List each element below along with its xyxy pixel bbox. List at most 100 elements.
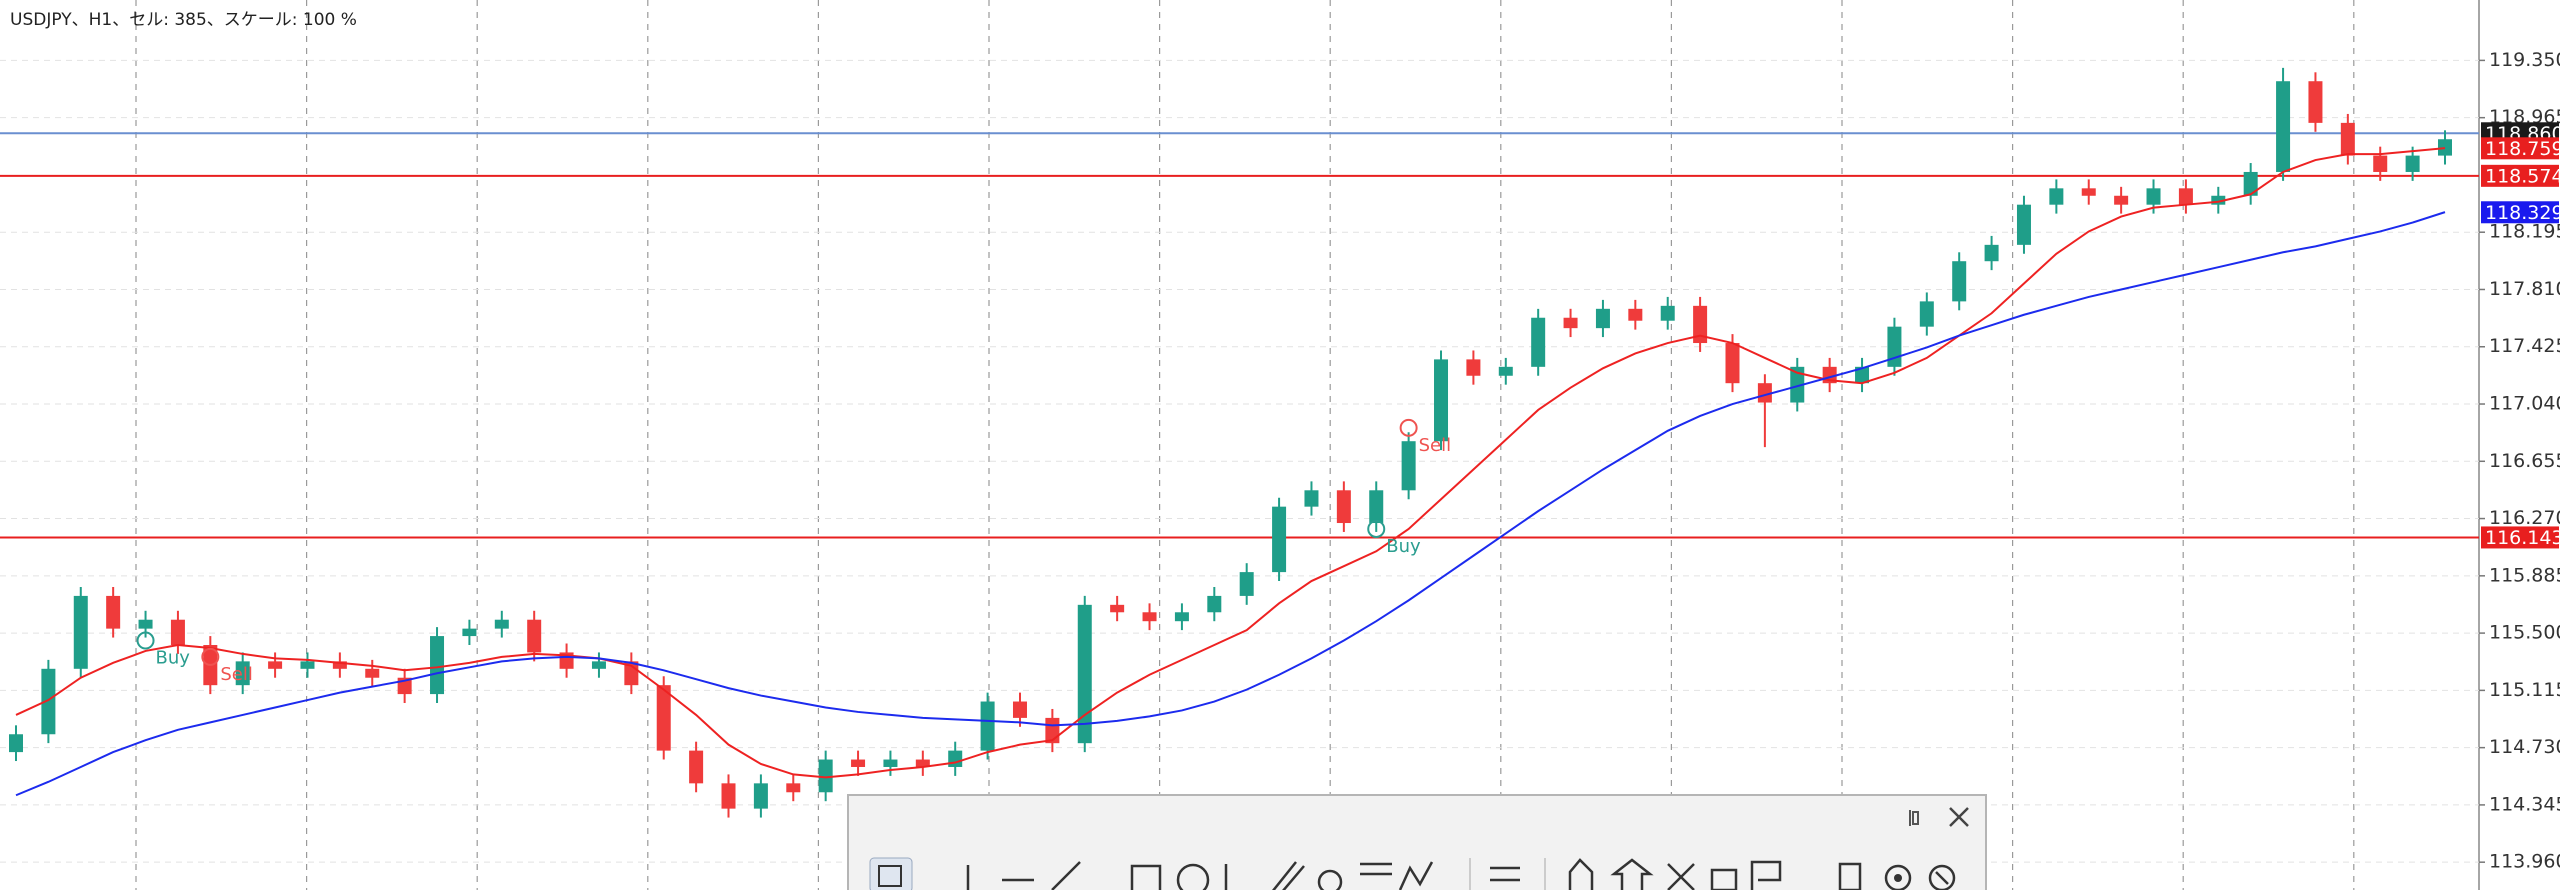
candle-body xyxy=(527,619,542,653)
y-tick-label: 116.270 xyxy=(2489,507,2560,529)
level-label: 118.329 xyxy=(2485,202,2560,224)
candle-body xyxy=(2178,188,2193,205)
candle-body xyxy=(1369,490,1384,524)
candle-body xyxy=(332,661,347,669)
candle-body xyxy=(462,628,477,637)
candle-body xyxy=(1531,317,1546,367)
candle-body xyxy=(1174,612,1189,622)
candle-body xyxy=(2081,188,2096,196)
y-tick-label: 119.350 xyxy=(2489,49,2560,71)
candle-body xyxy=(1239,572,1254,596)
candle-body xyxy=(1628,308,1643,321)
candle-body xyxy=(1466,359,1481,376)
drawing-toolbar xyxy=(847,794,1987,890)
candle-body xyxy=(365,668,380,678)
trade-label: Buy xyxy=(156,648,191,669)
tool-triangle[interactable] xyxy=(1224,864,1256,890)
y-tick-label: 114.345 xyxy=(2489,793,2560,815)
candle-body xyxy=(300,661,315,669)
candle-body xyxy=(430,636,445,695)
candle-body xyxy=(1498,366,1513,376)
tool-channel xyxy=(1282,865,1305,890)
tool-arrow-up[interactable] xyxy=(1610,858,1654,890)
tool-delete xyxy=(1935,871,1949,885)
candle-body xyxy=(268,661,283,669)
candle-body xyxy=(2405,155,2420,172)
y-tick-label: 114.730 xyxy=(2489,736,2560,758)
candle-body xyxy=(591,661,606,669)
tool-channel[interactable] xyxy=(1271,861,1297,890)
tool-trendline[interactable] xyxy=(1051,861,1081,890)
candle-body xyxy=(1757,383,1772,403)
candle-body xyxy=(2016,204,2031,245)
trade-marker xyxy=(201,647,220,666)
candle-body xyxy=(948,750,963,767)
candle-body xyxy=(1272,506,1287,573)
candle-body xyxy=(1855,366,1870,384)
candle-body xyxy=(1336,490,1351,524)
trade-marker xyxy=(1367,519,1386,538)
trade-marker xyxy=(136,631,155,650)
dock-icon xyxy=(1912,811,1919,825)
candle-body xyxy=(494,619,509,629)
tool-rectangle[interactable] xyxy=(1130,864,1162,890)
y-tick-label: 117.040 xyxy=(2489,393,2560,415)
candle-body xyxy=(1595,308,1610,329)
trade-label: Buy xyxy=(1386,536,1421,557)
candle-body xyxy=(689,750,704,784)
tool-elliott[interactable] xyxy=(1398,861,1434,890)
candle-body xyxy=(753,783,768,809)
level-label-bg xyxy=(2481,164,2559,187)
candle-body xyxy=(2243,171,2258,196)
candle-body xyxy=(1401,441,1416,491)
level-label: 118.759 xyxy=(2485,138,2560,160)
tool-price-label[interactable] xyxy=(1710,868,1738,890)
candle-body xyxy=(138,619,153,629)
trade-label: Sell xyxy=(1419,435,1452,456)
tool-fibo-arc[interactable] xyxy=(1317,869,1343,890)
candle-body xyxy=(786,783,801,793)
tool-settings-center xyxy=(1894,874,1902,882)
candle-body xyxy=(2211,195,2226,205)
level-label-bg xyxy=(2481,201,2559,224)
candle-body xyxy=(9,734,23,753)
candle-body xyxy=(1919,301,1934,327)
moving-average xyxy=(15,211,2446,797)
candle-body xyxy=(721,783,736,809)
candle-body xyxy=(170,619,185,646)
y-tick-label: 115.115 xyxy=(2489,679,2560,701)
tool-flag[interactable] xyxy=(1750,860,1782,890)
candle-body xyxy=(851,759,866,767)
y-tick-label: 113.960 xyxy=(2489,851,2560,873)
y-tick-label: 117.810 xyxy=(2489,278,2560,300)
close-button[interactable] xyxy=(1949,807,1969,827)
candle-body xyxy=(980,701,995,751)
y-tick-label: 117.425 xyxy=(2489,335,2560,357)
tool-template[interactable] xyxy=(1838,862,1862,890)
tool-ellipse[interactable] xyxy=(1176,863,1210,890)
candle-body xyxy=(1207,595,1222,613)
candle-body xyxy=(2373,155,2388,172)
candle-body xyxy=(1434,359,1449,442)
dock-button[interactable] xyxy=(1900,806,1924,830)
candle-body xyxy=(1563,317,1578,329)
tool-settings[interactable] xyxy=(1884,864,1912,890)
tool-delete[interactable] xyxy=(1928,864,1956,890)
y-tick-label: 115.500 xyxy=(2489,622,2560,644)
candle-body xyxy=(818,759,833,793)
candle-body xyxy=(2340,122,2355,156)
y-tick-label: 116.655 xyxy=(2489,450,2560,472)
candle-body xyxy=(1790,366,1805,403)
trade-label: Sell xyxy=(220,664,253,685)
trade-marker xyxy=(1399,418,1418,437)
plot: Buy Sell Buy Sell xyxy=(0,67,2479,818)
level-label: 116.143 xyxy=(2485,527,2560,549)
tool-thumb-up[interactable] xyxy=(1568,858,1594,890)
candle-body xyxy=(2438,139,2452,156)
y-tick-label: 118.195 xyxy=(2489,221,2560,243)
candle-body xyxy=(2276,81,2291,172)
candle-body xyxy=(1693,305,1708,344)
tool-cross xyxy=(1667,863,1695,890)
candle-body xyxy=(2049,188,2064,205)
